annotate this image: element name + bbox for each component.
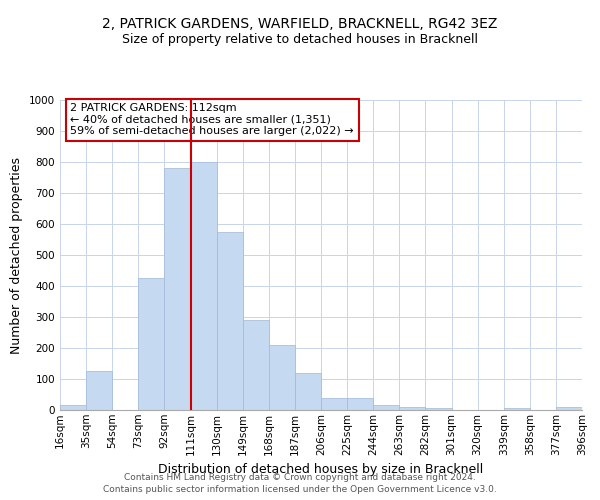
- Bar: [139, 278, 164, 410]
- Text: Contains public sector information licensed under the Open Government Licence v3: Contains public sector information licen…: [103, 485, 497, 494]
- Text: Size of property relative to detached houses in Bracknell: Size of property relative to detached ho…: [122, 32, 478, 46]
- Bar: [373, 406, 400, 410]
- Bar: [425, 408, 452, 410]
- Bar: [400, 407, 425, 410]
- Text: 2, PATRICK GARDENS, WARFIELD, BRACKNELL, RG42 3EZ: 2, PATRICK GARDENS, WARFIELD, BRACKNELL,…: [103, 18, 497, 32]
- Bar: [269, 345, 295, 410]
- Bar: [556, 407, 582, 410]
- Bar: [164, 168, 191, 410]
- X-axis label: Distribution of detached houses by size in Bracknell: Distribution of detached houses by size …: [158, 463, 484, 476]
- Bar: [217, 232, 243, 410]
- Bar: [347, 398, 373, 410]
- Text: Contains HM Land Registry data © Crown copyright and database right 2024.: Contains HM Land Registry data © Crown c…: [124, 472, 476, 482]
- Bar: [243, 320, 269, 410]
- Bar: [504, 408, 530, 410]
- Text: 2 PATRICK GARDENS: 112sqm
← 40% of detached houses are smaller (1,351)
59% of se: 2 PATRICK GARDENS: 112sqm ← 40% of detac…: [70, 103, 354, 136]
- Bar: [86, 371, 112, 410]
- Y-axis label: Number of detached properties: Number of detached properties: [10, 156, 23, 354]
- Bar: [191, 162, 217, 410]
- Bar: [295, 373, 321, 410]
- Bar: [60, 406, 86, 410]
- Bar: [321, 398, 347, 410]
